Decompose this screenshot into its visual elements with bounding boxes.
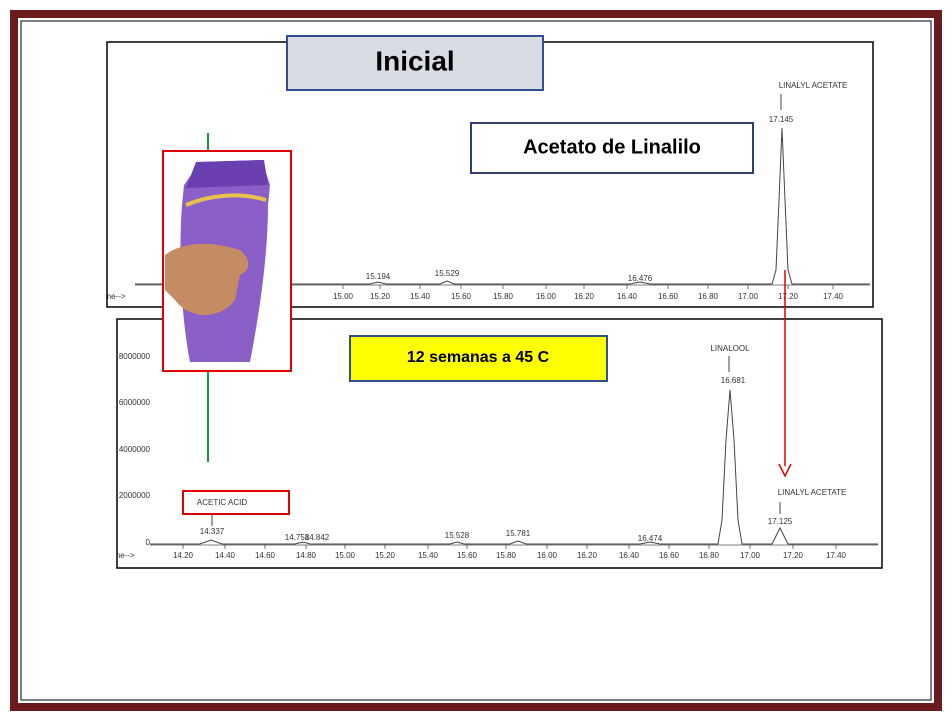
x-tick-label: 16.20 bbox=[577, 551, 598, 560]
x-tick-label: 14.80 bbox=[296, 551, 317, 560]
x-tick-label: 17.00 bbox=[740, 551, 761, 560]
y-tick-label: 6000000 bbox=[119, 398, 151, 407]
peak-name: LINALYL ACETATE bbox=[778, 488, 847, 497]
x-tick-label: 15.40 bbox=[418, 551, 439, 560]
panel-border bbox=[116, 318, 883, 569]
x-tick-label: 17.40 bbox=[826, 551, 847, 560]
x-axis-label: me--> bbox=[113, 551, 134, 560]
x-tick-label: 17.40 bbox=[823, 292, 844, 301]
x-tick-label: 15.80 bbox=[496, 551, 517, 560]
arrow-head bbox=[778, 463, 792, 478]
title-box bbox=[286, 35, 544, 91]
peak-name: LINALOOL bbox=[710, 344, 750, 353]
x-tick-label: 16.20 bbox=[574, 292, 595, 301]
peak-time: 14.842 bbox=[305, 533, 330, 542]
compound-box bbox=[470, 122, 754, 174]
peak-time: 15.194 bbox=[366, 272, 391, 281]
x-tick-label: 14.40 bbox=[215, 551, 236, 560]
x-tick-label: 16.60 bbox=[659, 551, 680, 560]
x-tick-label: 15.60 bbox=[451, 292, 472, 301]
condition-label: 12 semanas a 45 C bbox=[407, 349, 550, 366]
trace bbox=[150, 389, 878, 545]
x-tick-label: 14.60 bbox=[255, 551, 276, 560]
bottle-band bbox=[185, 193, 267, 207]
peak-name: LINALYL ACETATE bbox=[779, 81, 848, 90]
hand bbox=[165, 243, 249, 315]
x-tick-label: 16.80 bbox=[698, 292, 719, 301]
x-tick-label: 17.20 bbox=[783, 551, 804, 560]
peak-time: 14.758 bbox=[285, 533, 310, 542]
x-tick-label: 15.80 bbox=[493, 292, 514, 301]
x-tick-label: 16.00 bbox=[537, 551, 558, 560]
y-tick-label: 2000000 bbox=[119, 491, 151, 500]
x-tick-label: 15.00 bbox=[335, 551, 356, 560]
peak-name: ACETIC ACID bbox=[197, 498, 247, 507]
y-tick-label: 0 bbox=[146, 538, 151, 547]
trace bbox=[135, 127, 870, 285]
x-tick-label: 16.80 bbox=[699, 551, 720, 560]
acetic-acid-box bbox=[182, 490, 290, 515]
peak-time: 15.528 bbox=[445, 531, 470, 540]
peak-time: 14.337 bbox=[200, 527, 225, 536]
x-tick-label: 17.20 bbox=[778, 292, 799, 301]
peak-time: 15.781 bbox=[506, 529, 531, 538]
x-tick-label: 15.60 bbox=[457, 551, 478, 560]
peak-time: 17.145 bbox=[769, 115, 794, 124]
x-axis-label: me--> bbox=[104, 292, 125, 301]
y-tick-label: 8000000 bbox=[119, 352, 151, 361]
compound-label: Acetato de Linalilo bbox=[523, 136, 701, 158]
x-tick-label: 16.40 bbox=[617, 292, 638, 301]
product-picture bbox=[162, 150, 292, 372]
y-tick-label: 4000000 bbox=[119, 445, 151, 454]
x-tick-label: 15.00 bbox=[333, 292, 354, 301]
peak-time: 15.529 bbox=[435, 269, 460, 278]
x-tick-label: 15.20 bbox=[375, 551, 396, 560]
peak-time: 17.125 bbox=[768, 517, 793, 526]
x-tick-label: 17.00 bbox=[738, 292, 759, 301]
peak-time: 16.681 bbox=[721, 376, 746, 385]
inner-frame bbox=[20, 20, 932, 701]
x-tick-label: 16.60 bbox=[658, 292, 679, 301]
condition-box bbox=[349, 335, 608, 382]
slide-frame bbox=[10, 10, 942, 711]
title: Inicial bbox=[375, 45, 454, 76]
peak-time: 16.476 bbox=[628, 274, 653, 283]
x-tick-label: 16.40 bbox=[619, 551, 640, 560]
x-tick-label: 15.20 bbox=[370, 292, 391, 301]
x-tick-label: 16.00 bbox=[536, 292, 557, 301]
x-tick-label: 14.20 bbox=[173, 551, 194, 560]
peak-time: 16.474 bbox=[638, 534, 663, 543]
x-tick-label: 15.40 bbox=[410, 292, 431, 301]
bottle-cap bbox=[186, 160, 268, 188]
